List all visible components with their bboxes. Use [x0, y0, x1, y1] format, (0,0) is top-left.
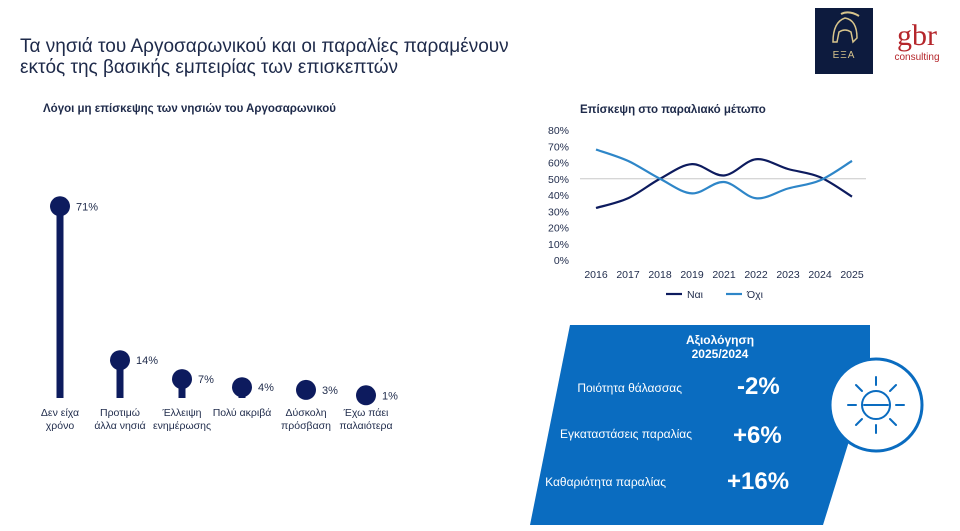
sun-icon [828, 357, 924, 453]
page-title: Τα νησιά του Αργοσαρωνικού και οι παραλί… [20, 36, 580, 78]
x-tick-label: 2022 [744, 269, 768, 281]
legend-label: Ναι [687, 289, 704, 301]
rating-value-beach-facilities: +6% [733, 422, 782, 449]
x-tick-label: 2024 [808, 269, 832, 281]
series-line-no [595, 148, 853, 200]
x-tick-label: 2025 [840, 269, 864, 281]
lollipop-category-label: Δύσκολη [285, 407, 326, 419]
x-tick-label: 2023 [776, 269, 800, 281]
lollipop-category-label: Έλλειψη [161, 407, 201, 419]
page-title-line-2: εκτός της βασικής εμπειρίας των επισκεπτ… [20, 57, 399, 78]
y-tick-label: 60% [548, 158, 569, 170]
x-tick-label: 2021 [712, 269, 736, 281]
y-tick-label: 70% [548, 141, 569, 153]
helmet-icon [832, 11, 860, 44]
lollipop-category-label: παλαιότερα [339, 420, 392, 432]
rating-title: Αξιολόγηση 2025/2024 [660, 333, 780, 361]
lollipop-chart-title: Λόγοι μη επίσκεψης των νησιών του Αργοσα… [43, 103, 336, 115]
y-tick-label: 10% [548, 239, 569, 251]
rating-label-beach-cleanliness: Καθαριότητα παραλίας [545, 475, 666, 489]
lollipop-value-label: 4% [258, 382, 274, 394]
lollipop-marker [172, 369, 192, 390]
gbr-logo-text: gbr [897, 19, 937, 52]
rating-label-sea-quality: Ποιότητα θάλασσας [577, 381, 682, 395]
series-line-yes [595, 158, 853, 210]
lollipop-category-label: Πολύ ακριβά [213, 407, 272, 419]
rating-title-line-2: 2025/2024 [691, 347, 749, 361]
y-tick-label: 50% [548, 174, 569, 186]
lollipop-value-label: 3% [322, 385, 338, 397]
lollipop-category-label: άλλα νησιά [94, 420, 145, 432]
page-title-line-1: Τα νησιά του Αργοσαρωνικού και οι παραλί… [20, 36, 509, 57]
x-tick-label: 2016 [584, 269, 608, 281]
lollipop-value-label: 7% [198, 374, 214, 386]
lollipop-marker [232, 377, 252, 398]
rating-label-beach-facilities: Εγκαταστάσεις παραλίας [560, 427, 692, 441]
lollipop-marker [110, 350, 130, 371]
y-tick-label: 30% [548, 206, 569, 218]
y-tick-label: 0% [554, 255, 569, 267]
rating-title-line-1: Αξιολόγηση [685, 333, 755, 347]
rating-panel [530, 325, 870, 525]
x-tick-label: 2019 [680, 269, 704, 281]
rating-value-beach-cleanliness: +16% [727, 468, 790, 495]
lollipop-category-label: πρόσβαση [281, 420, 331, 432]
y-tick-label: 40% [548, 190, 569, 202]
lollipop-marker [50, 196, 70, 217]
legend-label: Όχι [746, 289, 764, 301]
line-chart-title: Επίσκεψη στο παραλιακό μέτωπο [580, 104, 766, 116]
lollipop-marker [296, 379, 316, 400]
lollipop-category-label: χρόνο [46, 420, 75, 432]
lollipop-category-label: ενημέρωσης [153, 420, 211, 432]
line-chart: 0% 10% 20% 30% 40% 50% 60% 70% 80% 2016 2017 2018 20… [548, 125, 866, 301]
lollipop-category-label: Δεν είχα [41, 407, 79, 419]
exa-logo-text: ΕΞΑ [832, 50, 856, 61]
rating-value-sea-quality: -2% [737, 373, 780, 400]
y-tick-label: 20% [548, 223, 569, 235]
x-tick-label: 2017 [616, 269, 640, 281]
lollipop-marker [356, 385, 376, 406]
lollipop-value-label: 14% [136, 355, 158, 367]
exa-logo: ΕΞΑ [815, 8, 873, 74]
lollipop-value-label: 71% [76, 201, 98, 213]
gbr-logo: gbr consulting [882, 19, 952, 64]
lollipop-value-label: 1% [382, 390, 398, 402]
y-tick-label: 80% [548, 125, 569, 137]
gbr-logo-subtext: consulting [894, 52, 940, 63]
lollipop-category-label: Προτιμώ [100, 407, 140, 419]
x-tick-label: 2018 [648, 269, 672, 281]
lollipop-category-label: Έχω πάει [343, 407, 389, 419]
